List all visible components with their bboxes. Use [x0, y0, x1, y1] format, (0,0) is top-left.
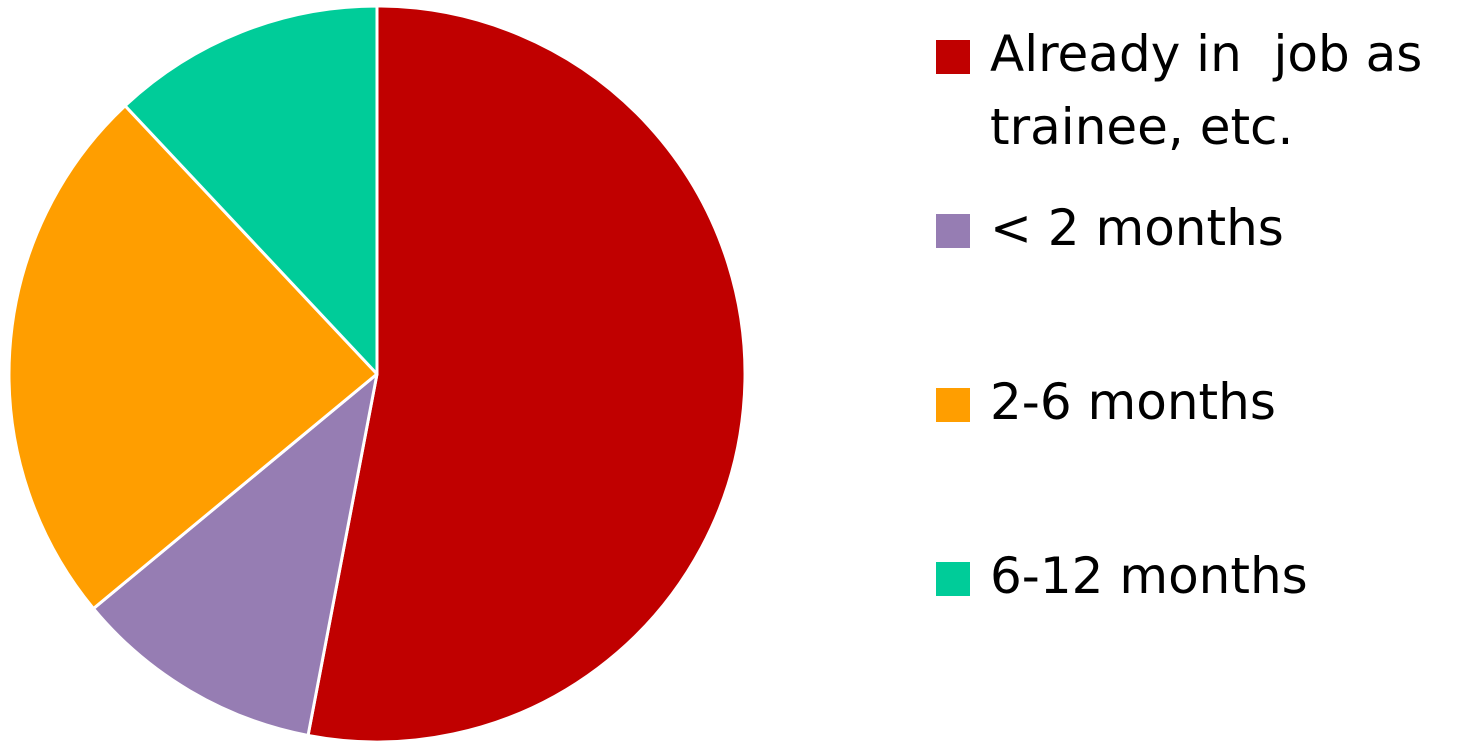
pie-slices — [7, 4, 747, 741]
pie-chart — [7, 4, 747, 741]
legend-label-2-6-months: 2-6 months — [990, 373, 1276, 431]
legend-label-under-2-months: < 2 months — [990, 199, 1284, 257]
pie-slice-2-6-months — [7, 104, 379, 611]
legend-swatch-under-2-months — [936, 214, 970, 248]
legend-label-6-12-months: 6-12 months — [990, 547, 1308, 605]
legend-swatch-6-12-months — [936, 562, 970, 596]
legend-swatch-already-in-job — [936, 40, 970, 74]
legend-item-2-6-months: 2-6 months — [936, 366, 1470, 439]
pie-slice-already-in-job — [306, 4, 747, 741]
legend-item-already-in-job: Already in job as trainee, etc. — [936, 18, 1470, 164]
pie-slice-under-2-months — [91, 372, 379, 737]
pie-slice-6-12-months — [123, 4, 379, 376]
legend-swatch-2-6-months — [936, 388, 970, 422]
legend-label-already-in-job: Already in job as trainee, etc. — [990, 25, 1439, 156]
legend-item-under-2-months: < 2 months — [936, 192, 1470, 265]
legend-item-6-12-months: 6-12 months — [936, 540, 1470, 613]
